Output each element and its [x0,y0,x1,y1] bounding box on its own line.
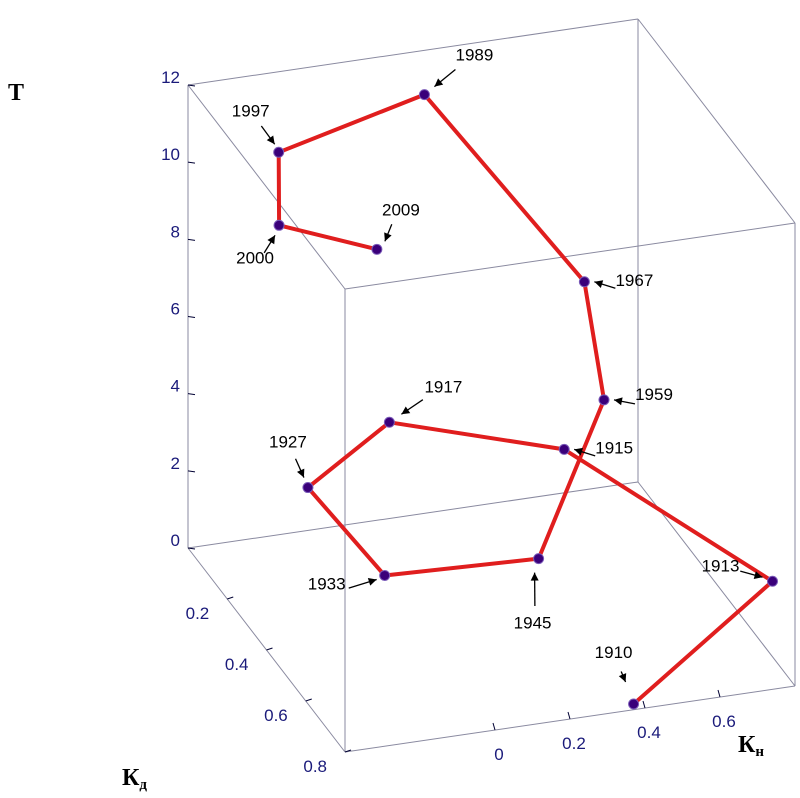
data-point [371,243,383,255]
series-polyline [276,92,775,706]
t-tick [187,470,196,473]
label-arrow-head [384,232,392,242]
data-point [379,569,391,581]
kd-axis-title-sub: д [139,777,147,793]
t-tick-label: 12 [161,68,180,87]
box-edge [637,481,796,687]
label-arrow-head [753,571,763,579]
data-point [598,394,610,406]
kn-axis-title-main: К [738,732,756,758]
t-tick [187,238,196,241]
data-point [578,276,590,288]
kd-axis-title-main: К [122,765,140,791]
point-labels: 1910 1913 1915 1917 1927 1933 1945 1959 1967 1989… [232,46,740,662]
point-label: 1913 [702,556,740,575]
data-point [273,219,285,231]
kn-tick [567,711,571,720]
box-edge [187,481,639,549]
axes-box [187,18,796,753]
point-label: 1917 [424,377,462,396]
point-label: 2009 [382,200,420,219]
data-point [767,575,778,587]
t-tick-label: 6 [171,300,180,319]
point-label: 1927 [269,433,307,452]
point-label: 1910 [595,643,633,662]
label-arrow-head [530,572,539,581]
point-label: 2000 [236,248,274,267]
label-arrow-head [367,578,377,586]
kd-tick-label: 0.4 [225,655,249,674]
kn-tick [642,700,646,709]
kn-tick-label: 0.6 [712,712,736,731]
label-arrow-head [618,673,627,682]
point-label: 1933 [308,574,346,593]
label-arrow-head [574,447,584,456]
kd-tick [266,647,273,651]
kn-tick-label: 0.4 [637,723,661,742]
label-arrows [260,68,763,683]
kn-tick-label: 0 [494,745,503,764]
t-tick [187,393,196,396]
kn-tick [717,689,721,698]
kd-tick [344,749,352,753]
box-edge [637,18,796,224]
label-arrow-head [297,468,305,478]
data-point [558,443,570,455]
point-label: 1945 [514,614,552,633]
point-label: 1989 [456,46,494,65]
series-markers [273,89,778,710]
label-arrow-head [434,78,444,87]
kn-tick-label: 0.2 [562,734,586,753]
t-tick-label: 8 [171,222,180,241]
point-label: 1915 [595,438,633,457]
label-arrow-head [267,235,276,245]
t-tick-label: 4 [171,377,180,396]
point-label: 1967 [615,271,653,290]
t-tick-label: 2 [171,454,180,473]
kd-tick-label: 0.6 [264,706,288,725]
t-axis-title: Т [8,80,24,106]
label-arrow-head [266,135,275,145]
t-tick-label: 10 [161,145,180,164]
t-tick [187,84,196,87]
series-line [276,92,775,706]
kd-tick [305,698,312,702]
label-arrow-head [594,280,604,288]
box-edge [187,18,639,86]
point-label: 1959 [635,385,673,404]
kd-axis-title: Кд [122,765,147,793]
t-tick [187,547,196,550]
kn-axis-title-sub: н [755,744,764,760]
box-edge [344,222,796,290]
kd-tick-label: 0.2 [186,604,210,623]
data-point [383,416,395,428]
data-point [533,553,545,565]
label-arrow-head [401,406,411,415]
data-point [302,482,314,494]
kd-tick-label: 0.8 [303,757,327,776]
box-edge [187,84,346,290]
kn-axis-title: Кн [738,732,764,760]
t-tick [187,161,196,164]
label-arrow-head [614,397,623,406]
kn-tick [492,722,496,731]
t-tick-label: 0 [171,531,180,550]
axis-ticks: 0 2 4 6 8 10 12 0.2 0.4 0.6 0.8 0 0.2 0.4 0.6 [161,68,736,776]
data-point [418,89,430,101]
data-point [273,146,285,158]
kd-tick [227,596,234,600]
point-label: 1997 [232,101,270,120]
data-point [628,698,640,710]
t-tick [187,316,196,318]
